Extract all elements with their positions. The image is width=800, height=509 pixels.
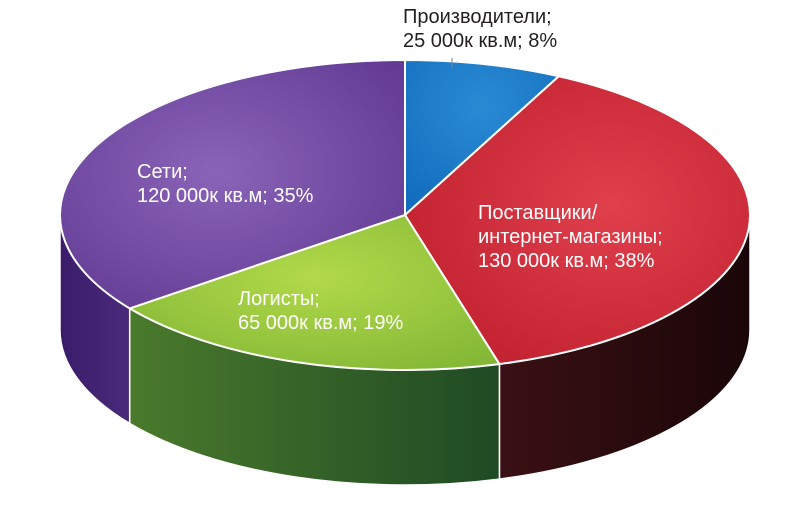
data-label-producers-line-2: 25 000к кв.м; 8%: [403, 30, 557, 52]
data-label-suppliers: Поставщики/интернет-магазины; 130 000к кв…: [478, 202, 663, 272]
pie-slice-chains: [59, 59, 406, 310]
data-label-suppliers-line-2: интернет-магазины;: [478, 226, 663, 248]
data-label-producers-line-1: Производители;: [403, 6, 552, 28]
data-label-chains-line-2: 120 000к кв.м; 35%: [137, 185, 314, 207]
pie-slice-producers: [404, 59, 560, 216]
data-label-logistics-line-2: 65 000к кв.м; 19%: [238, 312, 404, 334]
pie-slice-logistics: [128, 214, 501, 371]
data-label-logistics: Логисты; 65 000к кв.м; 19%: [238, 288, 404, 334]
data-label-suppliers-line-1: Поставщики/: [478, 202, 598, 224]
data-label-logistics-line-1: Логисты;: [238, 288, 320, 310]
data-label-suppliers-line-3: 130 000к кв.м; 38%: [478, 250, 655, 272]
data-label-chains: Сети; 120 000к кв.м; 35%: [137, 161, 314, 207]
data-label-producers: Производители; 25 000к кв.м; 8%: [403, 6, 557, 52]
data-label-chains-line-1: Сети;: [137, 161, 188, 183]
pie-slice-suppliers: [404, 75, 751, 366]
